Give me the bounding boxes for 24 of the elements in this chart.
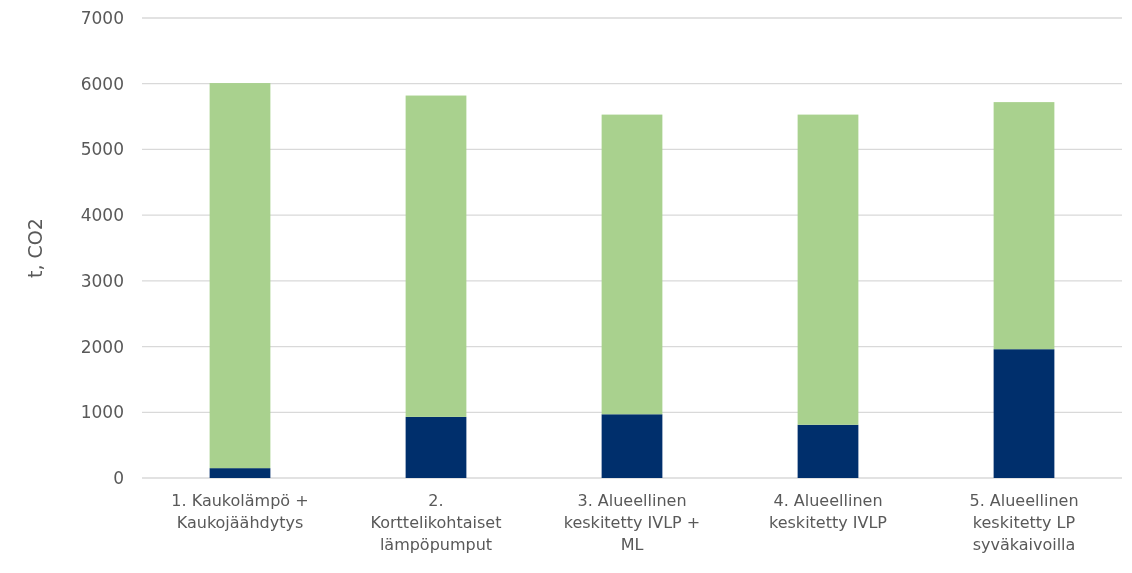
y-axis-title: t, CO2: [24, 218, 46, 278]
x-tick-label: 2. Korttelikohtaiset lämpöpumput: [370, 491, 502, 554]
y-tick-label: 2000: [80, 336, 124, 357]
bar: [797, 424, 859, 478]
bar: [405, 416, 467, 478]
bar: [993, 102, 1055, 350]
x-tick-label: 3. Alueellinen keskitetty IVLP + ML: [563, 491, 701, 554]
bar: [601, 414, 663, 478]
y-tick-label: 4000: [80, 205, 124, 226]
y-tick-label: 6000: [80, 73, 124, 94]
y-tick-label: 1000: [80, 402, 124, 423]
bar: [405, 95, 467, 417]
y-tick-label: 0: [113, 467, 124, 488]
x-tick-label: 1. Kaukolämpö + Kaukojäähdytys: [171, 491, 309, 532]
bar: [797, 114, 859, 425]
y-tick-label: 7000: [80, 7, 124, 28]
y-tick-label: 3000: [80, 270, 124, 291]
bar: [209, 468, 271, 478]
x-tick-label: 5. Alueellinen keskitetty LP syväkaivoilla: [969, 491, 1079, 554]
x-tick-label: 4. Alueellinen keskitetty IVLP: [768, 491, 888, 532]
bar: [209, 83, 271, 469]
y-tick-label: 5000: [80, 139, 124, 160]
bar: [993, 349, 1055, 478]
bar: [601, 114, 663, 415]
